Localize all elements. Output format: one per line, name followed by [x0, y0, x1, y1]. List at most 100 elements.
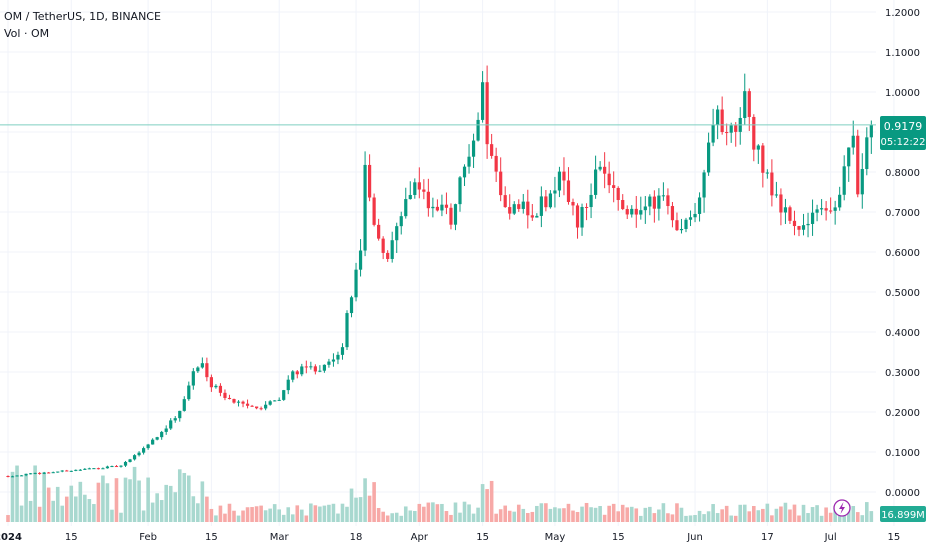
volume-bar [205, 496, 209, 522]
volume-legend[interactable]: Vol · OM [4, 27, 50, 40]
candle-body [467, 156, 471, 167]
candle-body [842, 166, 846, 195]
volume-bar [408, 510, 413, 522]
candle-body [557, 171, 562, 191]
time-tick-label: Apr [411, 532, 429, 543]
volume-bar [467, 504, 471, 522]
volume-bar [562, 508, 566, 522]
time-tick-label: Jun [686, 532, 703, 543]
candle-body [530, 215, 534, 218]
volume-bar [733, 515, 738, 522]
volume-bar [675, 503, 679, 522]
candle-body [774, 194, 778, 196]
candle-body [96, 468, 100, 470]
candle-body [358, 250, 363, 270]
candle-body [78, 469, 82, 471]
candle-body [200, 363, 204, 368]
volume-bar [83, 494, 87, 522]
volume-bar [60, 505, 65, 522]
candle-body [368, 164, 372, 198]
volume-bar [580, 506, 584, 522]
candle-body [259, 408, 263, 410]
volume-bar [462, 501, 467, 522]
volume-bar [742, 504, 747, 522]
symbol-legend[interactable]: OM / TetherUS, 1D, BINANCE [4, 10, 161, 23]
candle-body [625, 209, 629, 215]
volume-bar [620, 504, 625, 522]
time-tick-label: 18 [350, 532, 363, 543]
volume-bar [322, 505, 327, 522]
time-axis[interactable]: 2024 15 Feb 15 Mar 18 Apr 15 May 15 Jun 17 Jul 15 [0, 532, 900, 543]
candle-body [268, 401, 272, 405]
candle-body [494, 155, 498, 172]
candle-body [521, 201, 525, 209]
volume-bar [426, 502, 431, 522]
bar-countdown: 05:12:22 [881, 137, 926, 148]
candle-body [137, 452, 141, 456]
volume-bar [471, 513, 476, 522]
volume-bar [64, 496, 69, 522]
candle-body [869, 124, 873, 138]
volume-bar [480, 484, 485, 522]
candle-body [711, 124, 715, 143]
candle-body [6, 476, 10, 477]
time-tick-label: 15 [888, 532, 901, 543]
candle-body [566, 180, 571, 202]
volume-bar [46, 487, 51, 522]
time-tick-label: 15 [205, 532, 218, 543]
volume-bar [177, 469, 182, 522]
candle-body [114, 466, 119, 468]
volume-bar [544, 503, 548, 522]
price-tick-label: 0.7000 [885, 208, 920, 219]
volume-bar [10, 471, 15, 522]
volume-bar [661, 503, 666, 522]
time-tick-label: 15 [476, 532, 489, 543]
candle-body [38, 472, 42, 474]
volume-bar [828, 512, 833, 522]
volume-bar [286, 507, 291, 522]
candle-body [603, 166, 607, 174]
lightning-icon[interactable] [833, 499, 851, 517]
candle-body [761, 145, 765, 173]
volume-bar [218, 505, 223, 522]
volume-bar [372, 482, 376, 522]
candle-body [485, 82, 489, 145]
candle-body [381, 238, 385, 253]
candle-body [697, 197, 702, 214]
candle-body [191, 371, 195, 386]
volume-bar [774, 508, 779, 522]
candle-body [688, 217, 693, 220]
last-volume-value: 16.899M [881, 510, 925, 521]
volume-bar [141, 510, 146, 522]
candle-body [87, 468, 91, 470]
volume-bar [24, 475, 28, 522]
volume-bar [69, 485, 74, 522]
candle-body [770, 172, 774, 196]
volume-bar [227, 503, 232, 522]
volume-bar [498, 509, 503, 522]
candle-body [209, 377, 213, 388]
candle-body [33, 472, 37, 474]
price-axis[interactable]: 1.20001.10001.00000.90000.80000.70000.60… [885, 8, 920, 499]
candle-body [851, 135, 855, 148]
candle-body [806, 223, 810, 226]
volume-bar [476, 507, 480, 522]
volume-bar [101, 475, 105, 522]
volume-bar [55, 486, 60, 522]
candle-body [643, 206, 647, 211]
volume-bar [200, 481, 205, 522]
volume-bar [182, 472, 187, 522]
volume-bar [42, 473, 46, 522]
volume-bars [6, 465, 874, 522]
volume-bar [503, 505, 507, 522]
candle-body [19, 475, 24, 477]
candle-body [743, 91, 747, 118]
candle-body [205, 363, 209, 378]
candle-body [752, 116, 756, 150]
candle-body [476, 119, 480, 141]
candle-body [444, 204, 449, 208]
candle-body [313, 366, 317, 372]
candle-body [458, 177, 462, 205]
